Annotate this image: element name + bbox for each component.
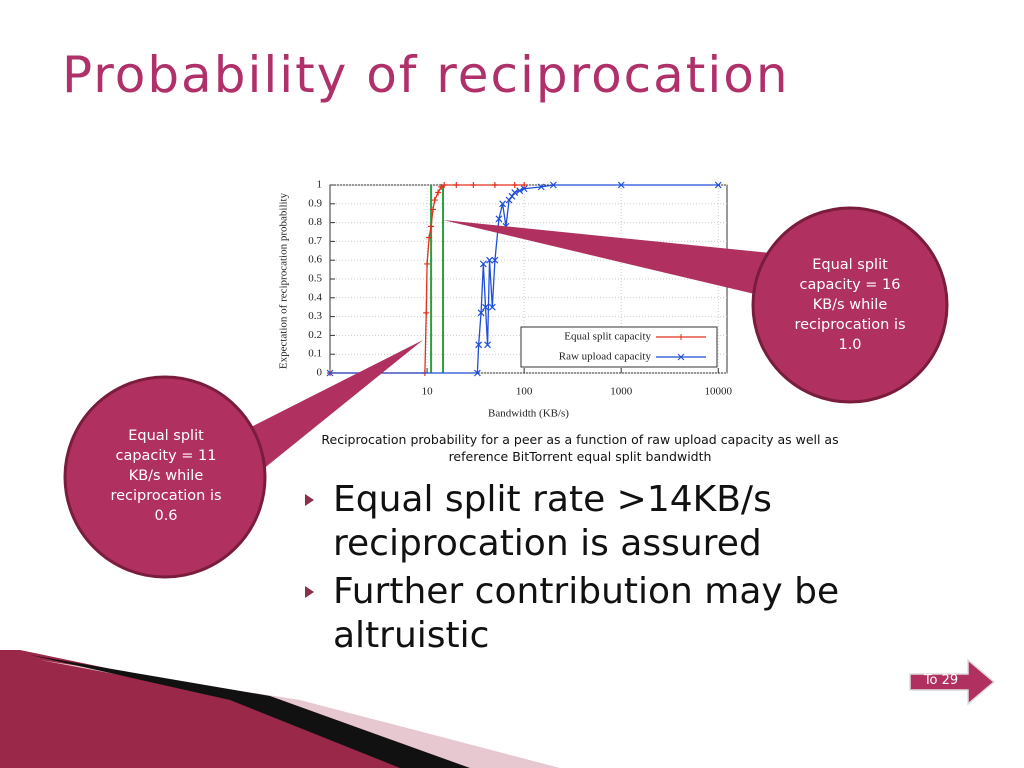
- data-point: [508, 192, 516, 200]
- y-tick-label: 1: [317, 179, 323, 191]
- data-point: [470, 182, 477, 188]
- data-point: [516, 187, 524, 195]
- chart: 0 0.1 0.2 0.3 0.4 0.5 0.6 0.7 0.8 0.9 1 10 100 1000 10…: [278, 179, 733, 420]
- figure-caption: Reciprocation probability for a peer as …: [321, 432, 839, 464]
- y-axis-label: Expectation of reciprocation probability: [278, 192, 290, 369]
- data-point: [326, 369, 334, 377]
- data-point: [429, 206, 436, 213]
- y-tick-label: 0: [317, 367, 323, 379]
- legend-label: Raw upload capacity: [559, 351, 652, 363]
- callout-bubble: [63, 375, 267, 579]
- data-point: [714, 181, 722, 189]
- y-tick-label: 0.3: [308, 310, 322, 322]
- y-tick-label: 0.2: [308, 329, 322, 341]
- data-point: [477, 309, 485, 317]
- y-tick-label: 0.7: [308, 235, 322, 247]
- data-point: [479, 260, 487, 268]
- data-point: [617, 181, 625, 189]
- data-point: [521, 182, 528, 188]
- callout-bubble: [751, 206, 949, 404]
- decor-swoosh: [30, 655, 470, 768]
- nav-arrow[interactable]: [909, 658, 996, 706]
- y-tick-label: 0.9: [308, 197, 322, 209]
- x-tick-label: 1000: [610, 386, 633, 398]
- data-point: [435, 189, 442, 196]
- data-point: [482, 303, 489, 311]
- data-point: [537, 183, 545, 191]
- legend-marker: [678, 334, 684, 340]
- x-tick-label: 100: [516, 386, 533, 398]
- data-point: [426, 234, 433, 241]
- bullet: Equal split rate >14KB/s reciprocation i…: [305, 478, 865, 566]
- y-tick-label: 0.6: [308, 254, 322, 266]
- nav-button[interactable]: To 29: [923, 673, 959, 688]
- data-point: [424, 260, 431, 267]
- y-tick-label: 0.4: [308, 291, 322, 303]
- legend-marker: [677, 353, 685, 361]
- data-point: [484, 341, 491, 349]
- data-point: [441, 182, 448, 188]
- callout-text: Equal split capacity = 11 KB/s while rec…: [110, 428, 222, 524]
- data-point: [475, 341, 483, 349]
- legend-box: [520, 326, 718, 368]
- data-point: [428, 223, 435, 230]
- data-point: [453, 182, 460, 188]
- bullet-list: Equal split rate >14KB/s reciprocation i…: [305, 478, 865, 662]
- bullet: Further contribution may be altruistic: [305, 570, 865, 658]
- slide-title: Probability of reciprocation: [62, 46, 790, 104]
- data-point: [511, 182, 518, 188]
- x-tick-label: 10: [422, 386, 434, 398]
- callout-pointer: [245, 340, 423, 470]
- x-tick-label: 10000: [705, 386, 733, 398]
- callout-pointer: [443, 220, 790, 300]
- data-point: [431, 197, 438, 204]
- series-line: [330, 184, 525, 374]
- y-tick-label: 0.5: [308, 273, 322, 285]
- data-point: [491, 182, 498, 188]
- series-line: [330, 184, 719, 374]
- data-point: [511, 189, 519, 196]
- data-point: [488, 303, 496, 311]
- legend-label: Equal split capacity: [564, 331, 651, 343]
- data-point: [491, 256, 499, 264]
- data-point: [499, 200, 507, 208]
- data-point: [486, 256, 493, 264]
- data-point: [495, 215, 503, 223]
- data-point: [473, 369, 481, 377]
- callout-text: Equal split capacity = 16 KB/s while rec…: [794, 257, 906, 353]
- x-axis-label: Bandwidth (KB/s): [488, 408, 569, 420]
- data-point: [423, 309, 430, 316]
- data-point: [520, 185, 528, 193]
- y-tick-label: 0.1: [308, 348, 322, 360]
- data-point: [549, 181, 557, 189]
- y-tick-label: 0.8: [308, 216, 322, 228]
- data-point: [505, 196, 513, 204]
